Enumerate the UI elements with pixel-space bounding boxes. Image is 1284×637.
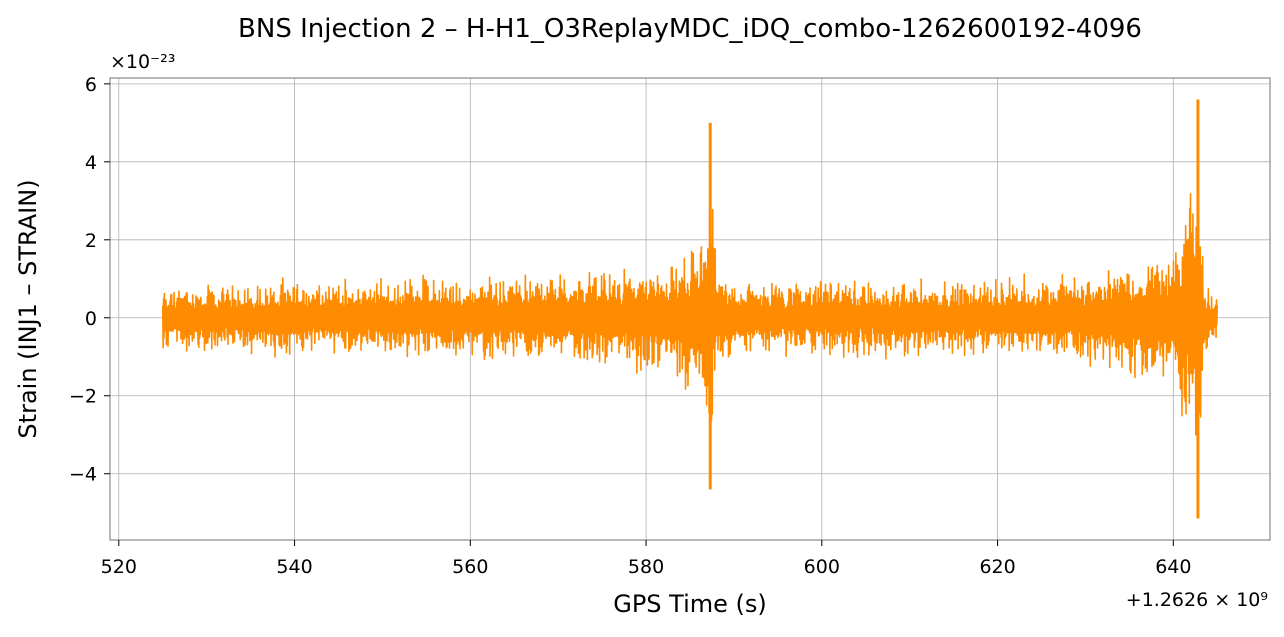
y-axis-multiplier: ×10⁻²³ [110,51,175,73]
x-tick-label: 620 [979,556,1015,578]
x-tick-label: 560 [452,556,488,578]
x-axis-label: GPS Time (s) [613,590,767,618]
x-tick-label: 540 [276,556,312,578]
plot-frame [109,77,1271,541]
y-tick-label: −4 [69,464,97,486]
y-tick-label: 6 [85,74,97,96]
x-tick-label: 640 [1155,556,1191,578]
y-tick-label: 4 [85,152,97,174]
x-tick-label: 600 [804,556,840,578]
y-tick-label: 2 [85,230,97,252]
y-tick-label: 0 [85,308,97,330]
y-tick-label: −2 [69,386,97,408]
x-tick-label: 520 [101,556,137,578]
tick-layer: 520 540 560 580 600 620 640 −4 −2 0 2 4 6 [69,74,1191,578]
plot-layer [161,99,1219,519]
y-axis-label: Strain (INJ1 – STRAIN) [14,179,42,438]
x-tick-label: 580 [628,556,664,578]
x-axis-offset: +1.2626 × 10⁹ [1126,589,1268,611]
series-line [161,156,1219,456]
chart-title: BNS Injection 2 – H-H1_O3ReplayMDC_iDQ_c… [238,14,1142,44]
